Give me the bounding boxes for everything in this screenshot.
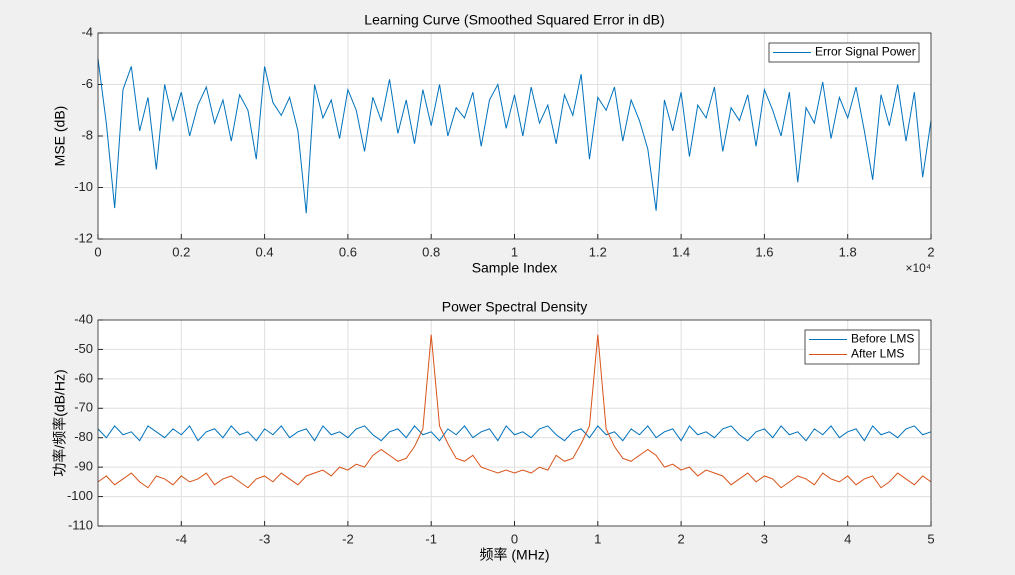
y-tick-label: -70	[74, 400, 93, 415]
legend-box	[804, 329, 920, 365]
y-tick-label: -110	[68, 517, 93, 532]
y-tick-label: -100	[67, 488, 93, 503]
x-tick-label: 0.2	[172, 244, 190, 259]
y-axis-label: 功率/频率(dB/Hz)	[52, 369, 68, 476]
legend-box	[768, 42, 920, 63]
series-line	[97, 334, 932, 489]
y-tick-label: -40	[74, 311, 93, 326]
y-tick-label: -90	[74, 459, 93, 474]
x-tick-label: 2	[927, 244, 934, 259]
y-axis-label: MSE (dB)	[52, 106, 68, 167]
axes-box	[97, 319, 932, 527]
chart-title: Power Spectral Density	[442, 299, 588, 315]
x-tick-label: 5	[927, 531, 934, 546]
x-tick-label: 1.4	[672, 244, 690, 259]
legend-label: After LMS	[851, 347, 904, 361]
chart-title: Learning Curve (Smoothed Squared Error i…	[364, 12, 664, 28]
x-tick-label: 1	[594, 531, 601, 546]
axes-box	[97, 32, 932, 240]
x-tick-label: -3	[259, 531, 271, 546]
x-tick-label: 2	[677, 531, 684, 546]
legend-label: Before LMS	[851, 332, 914, 346]
x-axis-label: Sample Index	[472, 260, 558, 276]
series-line	[97, 58, 932, 214]
x-tick-label: 0.4	[256, 244, 274, 259]
y-tick-label: -80	[74, 429, 93, 444]
x-tick-label: 4	[844, 531, 851, 546]
y-tick-label: -12	[74, 230, 93, 245]
x-tick-label: -2	[342, 531, 354, 546]
legend-label: Error Signal Power	[815, 45, 916, 59]
x-tick-label: 3	[761, 531, 768, 546]
x-exponent: ×10⁴	[905, 261, 931, 275]
series-line	[97, 425, 932, 442]
x-tick-label: 1.2	[589, 244, 607, 259]
y-tick-label: -10	[74, 179, 93, 194]
y-tick-label: -60	[74, 370, 93, 385]
x-tick-label: -1	[425, 531, 437, 546]
x-tick-label: 0	[511, 531, 518, 546]
x-tick-label: 1	[511, 244, 518, 259]
y-tick-label: -50	[74, 341, 93, 356]
y-tick-label: -6	[81, 76, 93, 91]
y-tick-label: -8	[81, 127, 93, 142]
x-axis-label: 频率 (MHz)	[480, 547, 550, 563]
x-tick-label: 0	[94, 244, 101, 259]
x-tick-label: 0.8	[422, 244, 440, 259]
y-tick-label: -4	[81, 24, 93, 39]
x-tick-label: 1.8	[839, 244, 857, 259]
x-tick-label: -4	[176, 531, 188, 546]
x-tick-label: 0.6	[339, 244, 357, 259]
x-tick-label: 1.6	[755, 244, 773, 259]
